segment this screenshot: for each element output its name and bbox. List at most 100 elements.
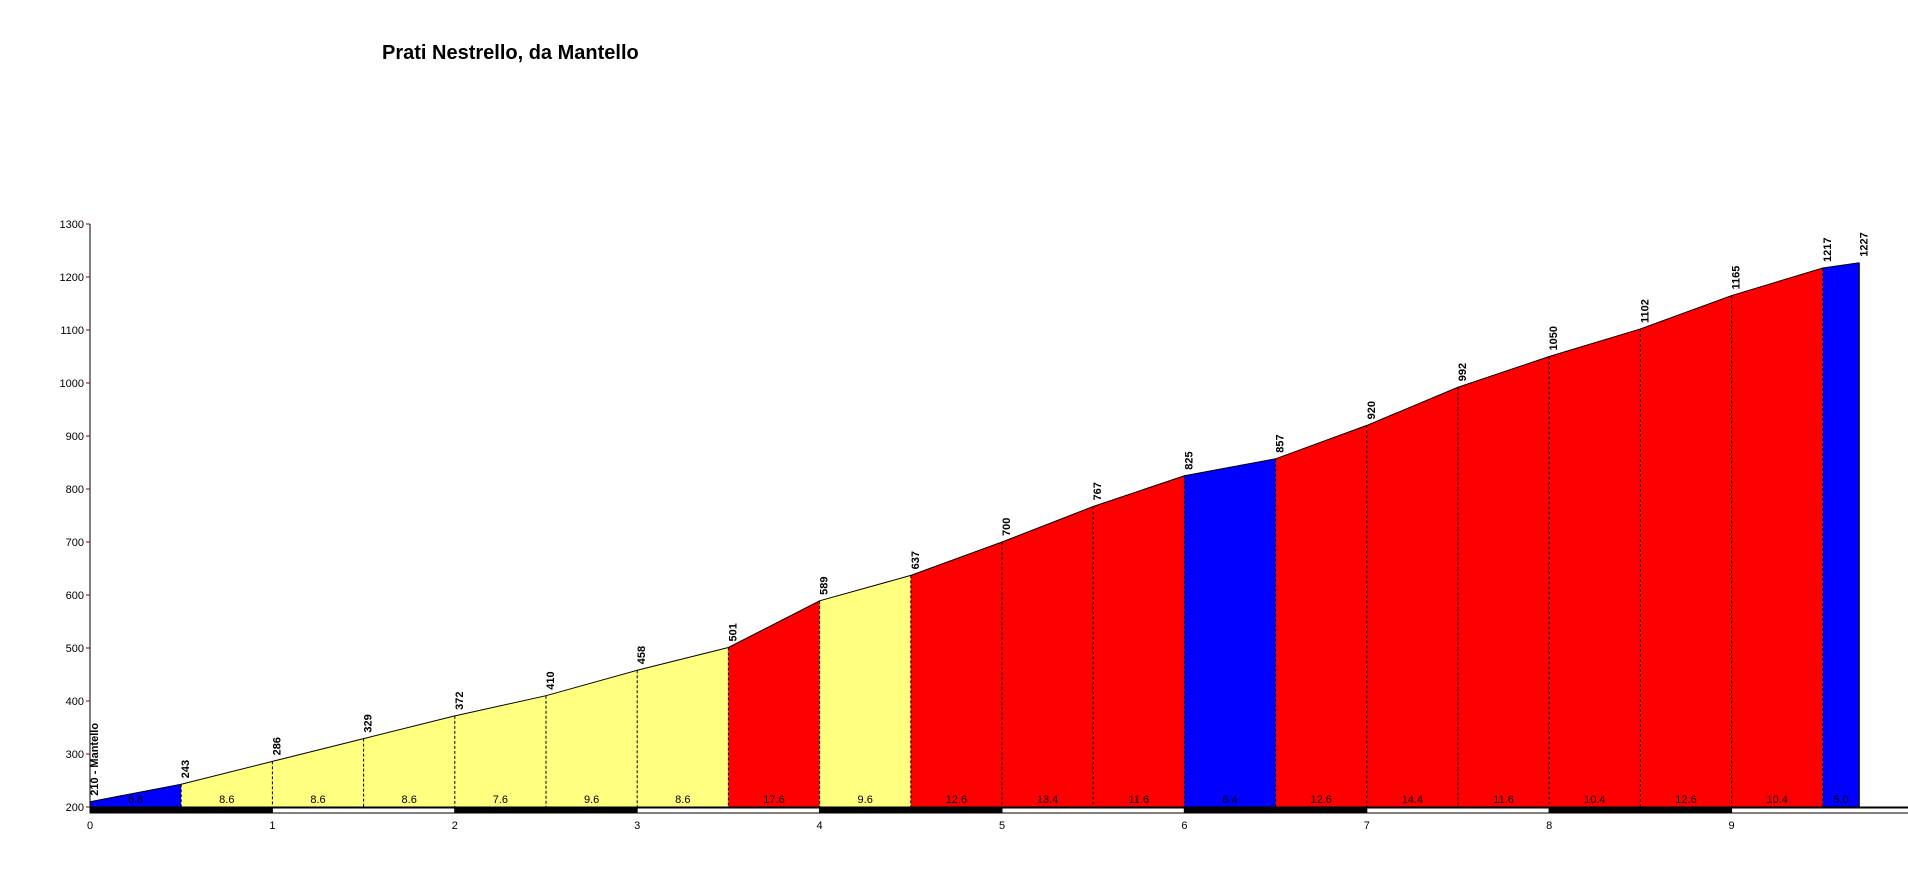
x-tick-label-2: 2 xyxy=(452,820,458,832)
x-tick-label-9: 9 xyxy=(1729,820,1735,832)
y-tick-label-900: 900 xyxy=(66,431,84,443)
elevation-label-11: 767 xyxy=(1092,482,1104,500)
elevation-label-13: 857 xyxy=(1275,434,1287,452)
y-tick-label-800: 800 xyxy=(66,484,84,496)
segment-area-4 xyxy=(454,695,546,807)
gradient-label-5: 9.6 xyxy=(584,794,599,806)
segment-area-18 xyxy=(1731,267,1823,807)
x-tick-label-6: 6 xyxy=(1181,820,1187,832)
km-bar-9 xyxy=(1731,807,1908,814)
segment-area-0 xyxy=(90,784,182,807)
y-tick-label-500: 500 xyxy=(66,643,84,655)
km-bar-3 xyxy=(636,807,821,814)
gradient-label-0: 6.6 xyxy=(128,794,143,806)
segment-area-10 xyxy=(1002,506,1094,807)
elevation-label-3: 329 xyxy=(363,714,375,732)
gradient-label-9: 12.6 xyxy=(946,794,967,806)
elevation-label-19: 1217 xyxy=(1822,238,1834,262)
km-bar-2 xyxy=(454,807,638,814)
elevation-label-6: 458 xyxy=(636,646,648,664)
elevation-label-20: 1227 xyxy=(1858,232,1870,256)
x-tick-label-7: 7 xyxy=(1364,820,1370,832)
km-bar-6 xyxy=(1183,807,1368,814)
gradient-label-2: 8.6 xyxy=(310,794,325,806)
profile-outline xyxy=(89,262,1860,803)
elevation-label-2: 286 xyxy=(271,737,283,755)
segment-area-16 xyxy=(1549,328,1641,807)
x-tick-label-8: 8 xyxy=(1546,820,1552,832)
gradient-label-4: 7.6 xyxy=(493,794,508,806)
elevation-label-7: 501 xyxy=(727,623,739,641)
elevation-label-15: 992 xyxy=(1457,363,1469,381)
x-tick-label-5: 5 xyxy=(999,820,1005,832)
gradient-label-18: 10.4 xyxy=(1766,794,1787,806)
y-tick-label-700: 700 xyxy=(66,537,84,549)
segment-area-19 xyxy=(1822,262,1860,807)
km-bar-1 xyxy=(271,807,456,814)
elevation-label-0: 210 - Mantello xyxy=(89,723,101,796)
x-tick-label-0: 0 xyxy=(87,820,93,832)
gradient-label-8: 9.6 xyxy=(858,794,873,806)
segment-dividers xyxy=(180,262,1860,807)
segment-area-7 xyxy=(728,600,820,807)
segment-area-14 xyxy=(1366,387,1458,807)
segment-area-15 xyxy=(1458,356,1550,807)
axes: 200 300 400 500 600 700 800 900 1000 1100 1200 1300… xyxy=(60,219,1908,832)
km-bar-4 xyxy=(819,807,1003,814)
y-tick-label-400: 400 xyxy=(66,696,84,708)
elevation-label-1: 243 xyxy=(180,760,192,778)
y-tick-label-1000: 1000 xyxy=(60,378,84,390)
segment-area-9 xyxy=(910,542,1002,807)
elevation-label-12: 825 xyxy=(1183,451,1195,469)
gradient-label-1: 8.6 xyxy=(219,794,234,806)
gradient-label-16: 10.4 xyxy=(1584,794,1605,806)
km-bar-8 xyxy=(1548,807,1733,814)
y-tick-label-1100: 1100 xyxy=(60,325,84,337)
segment-area-11 xyxy=(1093,475,1185,807)
elevation-label-14: 920 xyxy=(1366,401,1378,419)
elevation-label-10: 700 xyxy=(1001,518,1013,536)
gradient-label-19: 5.0 xyxy=(1833,794,1848,806)
segment-area-3 xyxy=(363,715,455,807)
elevation-label-18: 1165 xyxy=(1731,266,1743,290)
gradient-label-12: 6.4 xyxy=(1222,794,1237,806)
x-tick-label-3: 3 xyxy=(634,820,640,832)
y-tick-label-300: 300 xyxy=(66,749,84,761)
x-tick-label-1: 1 xyxy=(269,820,275,832)
km-bar-5 xyxy=(1001,807,1185,814)
distance-baseline xyxy=(89,807,1908,814)
y-tick-label-200: 200 xyxy=(66,802,84,814)
y-tick-label-1200: 1200 xyxy=(60,272,84,284)
segment-area-6 xyxy=(637,647,729,807)
gradient-label-6: 8.6 xyxy=(675,794,690,806)
x-tick-label-4: 4 xyxy=(817,820,823,832)
segment-area-5 xyxy=(546,670,638,807)
chart-title: Prati Nestrello, da Mantello xyxy=(382,42,639,64)
km-bar-0 xyxy=(89,807,273,814)
elevation-label-8: 589 xyxy=(819,576,831,594)
profile-line xyxy=(89,262,1860,803)
elevation-label-9: 637 xyxy=(910,551,922,569)
elevation-label-5: 410 xyxy=(545,671,557,689)
gradient-labels: 6.6 8.6 8.6 8.6 7.6 9.6 8.6 17.6 9.6 12.6 13.4 11.6… xyxy=(128,794,1849,806)
segment-area-12 xyxy=(1184,458,1276,807)
gradient-label-10: 13.4 xyxy=(1037,794,1058,806)
gradient-label-14: 14.4 xyxy=(1402,794,1423,806)
gradient-label-13: 12.6 xyxy=(1310,794,1331,806)
gradient-label-3: 8.6 xyxy=(402,794,417,806)
elevation-label-4: 372 xyxy=(454,691,466,709)
y-tick-label-1300: 1300 xyxy=(60,219,84,231)
km-bar-7 xyxy=(1366,807,1550,814)
segment-area-17 xyxy=(1640,295,1732,807)
gradient-label-7: 17.6 xyxy=(763,794,784,806)
segment-area-1 xyxy=(181,761,273,807)
elevation-areas xyxy=(90,262,1860,807)
gradient-label-11: 11.6 xyxy=(1129,794,1150,806)
segment-area-13 xyxy=(1275,425,1367,807)
segment-area-8 xyxy=(819,575,911,807)
gradient-label-17: 12.6 xyxy=(1675,794,1696,806)
elevation-label-16: 1050 xyxy=(1548,326,1560,350)
elevation-labels: 210 - Mantello 243 286 329 372 410 458 501 589 63… xyxy=(89,232,1870,795)
gradient-label-15: 11.6 xyxy=(1493,794,1514,806)
